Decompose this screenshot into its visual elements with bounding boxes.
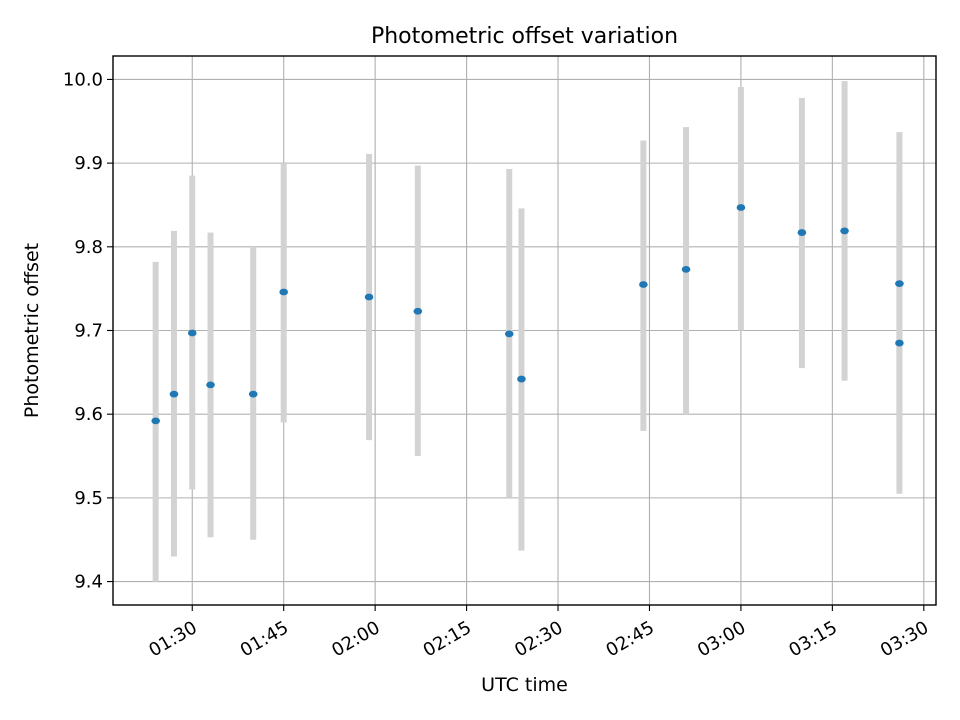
data-point [413, 307, 423, 315]
data-point [840, 227, 849, 235]
data-point [895, 339, 904, 347]
chart-title: Photometric offset variation [371, 24, 678, 49]
y-axis: 9.4 9.5 9.6 9.7 9.8 9.9 10.0 [63, 69, 113, 593]
y-tick-label: 9.5 [74, 488, 103, 509]
data-point [517, 375, 526, 383]
y-tick-label: 9.8 [74, 237, 103, 258]
y-tick-label: 9.9 [74, 153, 103, 174]
y-tick-label: 9.6 [74, 404, 103, 425]
y-axis-label: Photometric offset [21, 243, 43, 418]
data-point [639, 281, 648, 288]
grid [113, 56, 936, 605]
y-tick-label: 9.4 [74, 572, 103, 593]
data-point [151, 417, 160, 425]
data-point [681, 266, 691, 273]
data-point [187, 329, 197, 337]
y-tick-label: 9.7 [74, 321, 103, 342]
data-point [504, 330, 514, 338]
data-points [151, 204, 904, 425]
data-point [248, 390, 258, 398]
data-point [736, 204, 746, 211]
x-axis-label: UTC time [481, 674, 568, 696]
data-point [279, 288, 288, 296]
y-tick-label: 10.0 [63, 69, 103, 90]
data-point [206, 381, 215, 389]
data-point [169, 390, 179, 398]
data-point [895, 280, 904, 288]
data-point [797, 229, 807, 236]
data-point [364, 293, 374, 301]
